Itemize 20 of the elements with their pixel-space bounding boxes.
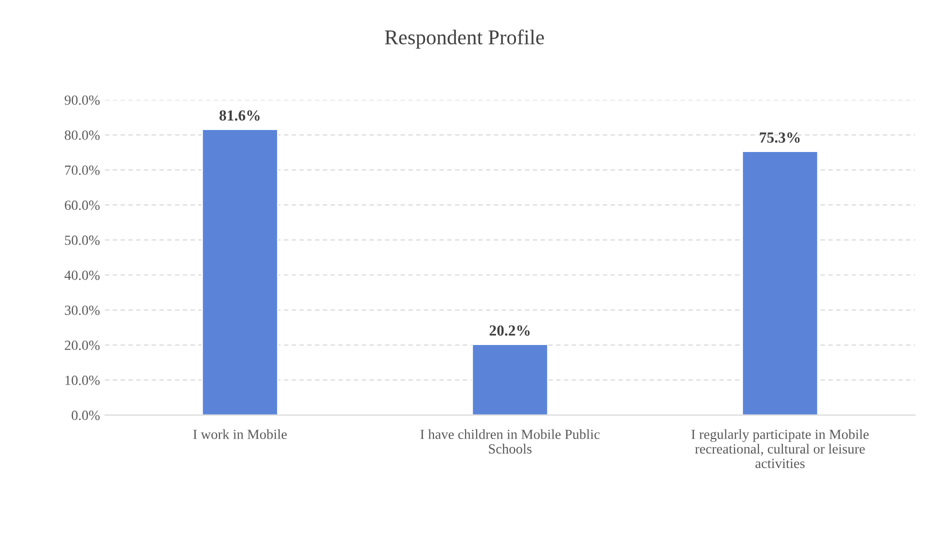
x-tick-label: I work in Mobile bbox=[193, 429, 287, 440]
data-label: 20.2% bbox=[490, 325, 530, 336]
bar bbox=[472, 344, 549, 416]
y-tick-label: 40.0% bbox=[64, 270, 100, 280]
chart-title: Respondent Profile bbox=[384, 30, 544, 49]
bar bbox=[201, 128, 278, 416]
y-tick-label: 10.0% bbox=[65, 376, 100, 386]
y-tick-label: 80.0% bbox=[64, 130, 100, 140]
x-tick-label: I regularly participate in Mobile recreational, cultural or leisure activities bbox=[691, 429, 869, 468]
bar bbox=[742, 150, 819, 416]
data-label: 75.3% bbox=[760, 132, 800, 143]
y-tick-label: 0.0% bbox=[72, 410, 100, 420]
data-label: 81.6% bbox=[219, 110, 260, 121]
x-tick-label: I have children in Mobile Public Schools bbox=[420, 429, 600, 454]
y-tick-label: 90.0% bbox=[64, 95, 100, 105]
y-tick-label: 60.0% bbox=[64, 200, 100, 210]
y-tick-label: 30.0% bbox=[64, 306, 100, 316]
y-tick-label: 70.0% bbox=[65, 166, 100, 175]
y-tick-label: 50.0% bbox=[65, 236, 100, 245]
y-tick-label: 20.0% bbox=[64, 340, 100, 350]
